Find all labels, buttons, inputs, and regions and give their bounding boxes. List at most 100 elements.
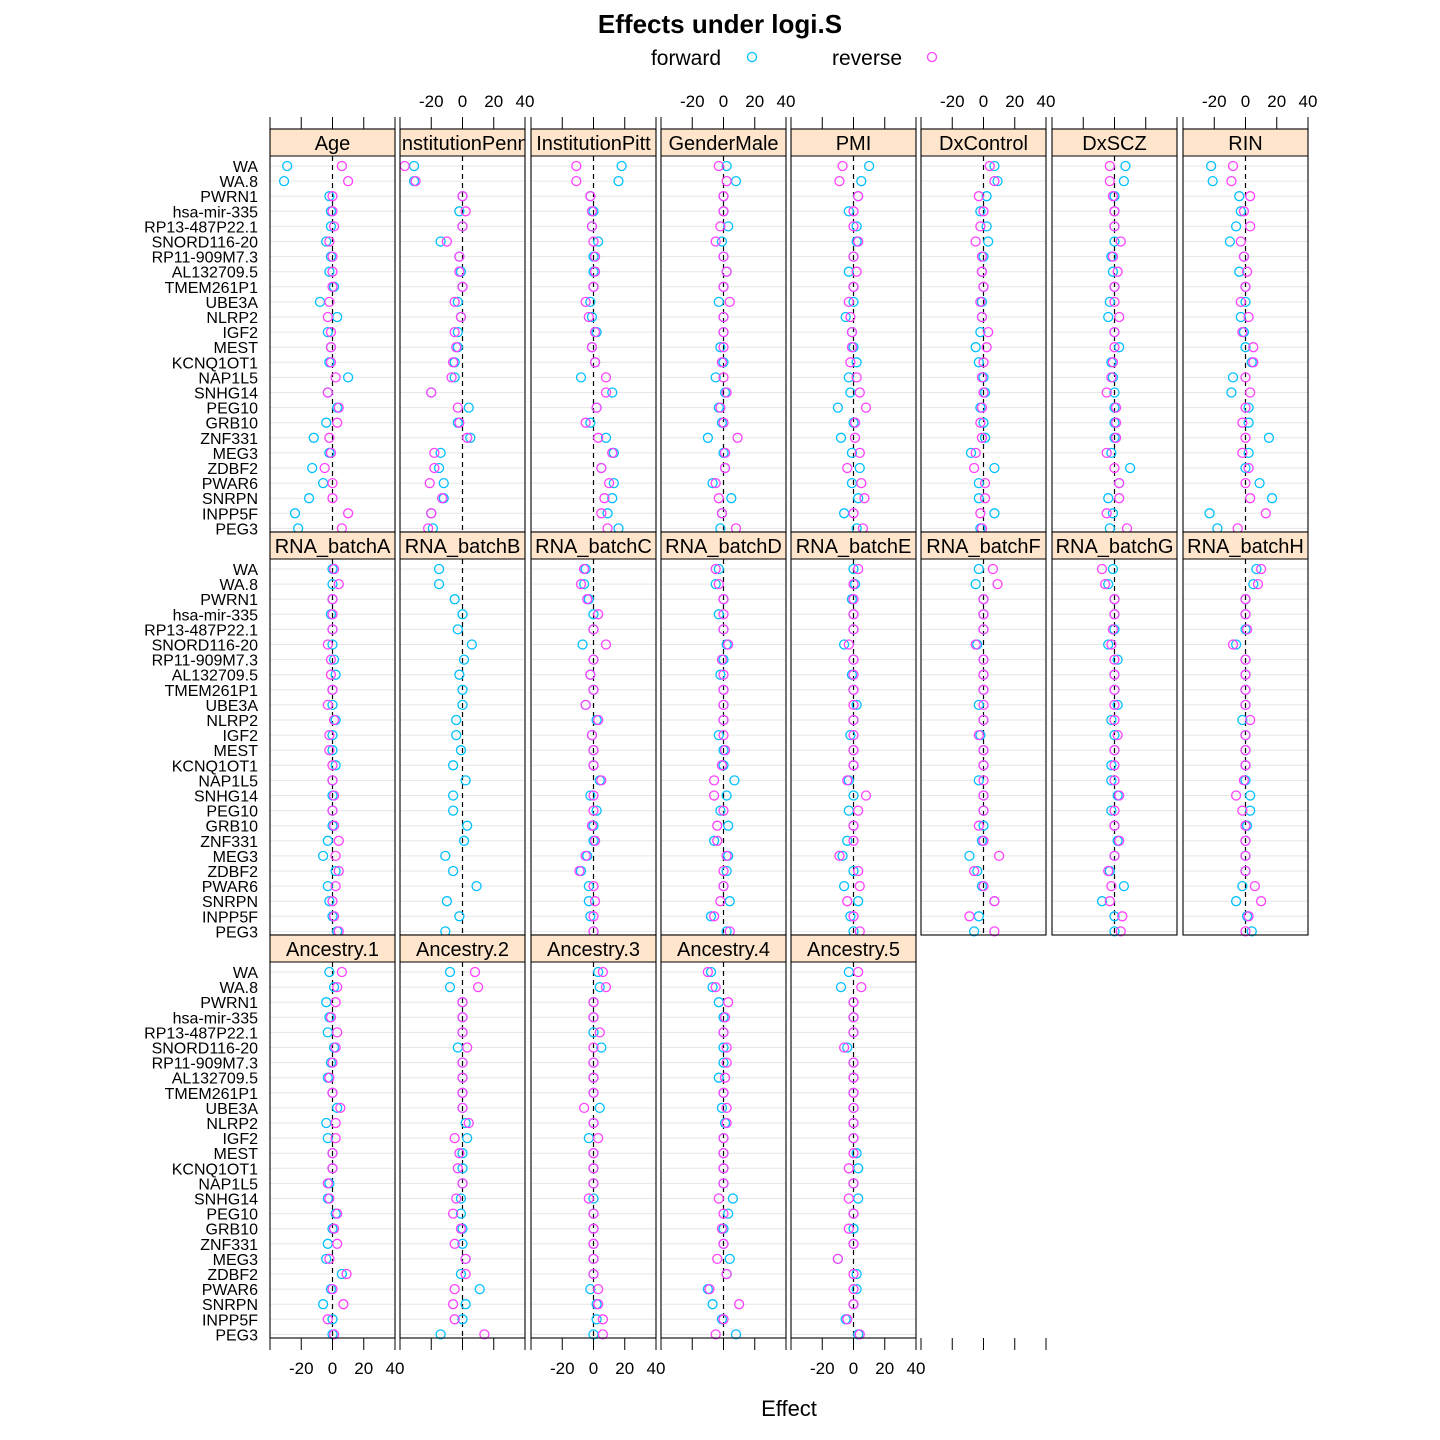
point-forward — [848, 563, 859, 575]
panel-strip-label: RNA_batchG — [1056, 536, 1174, 558]
point-reverse — [1240, 609, 1251, 620]
point-reverse — [848, 221, 859, 232]
panel-strip-label: Ancestry.1 — [286, 939, 379, 961]
point-reverse — [1240, 926, 1251, 937]
point-reverse — [589, 326, 601, 338]
point-reverse — [716, 508, 728, 519]
point-forward — [608, 477, 619, 489]
point-reverse — [451, 342, 462, 353]
point-forward — [449, 594, 460, 605]
gene-label: INPP5F — [202, 506, 258, 523]
gene-label: AL132709.5 — [172, 1071, 258, 1088]
point-reverse — [1255, 896, 1267, 907]
point-reverse — [713, 578, 724, 590]
point-forward — [585, 911, 596, 922]
point-forward — [846, 447, 858, 459]
point-forward — [322, 880, 333, 892]
panel-strip — [791, 532, 916, 559]
point-reverse — [970, 447, 981, 459]
point-reverse — [593, 1132, 604, 1144]
point-forward — [981, 191, 992, 202]
point-reverse — [842, 462, 853, 474]
point-reverse — [721, 175, 732, 187]
point-reverse — [469, 966, 481, 978]
point-reverse — [989, 896, 1000, 907]
point-reverse — [848, 1208, 859, 1219]
point-reverse — [1109, 820, 1120, 831]
panel-ancestry-3: Ancestry.3 — [530, 934, 657, 1340]
point-reverse — [1243, 462, 1254, 474]
point-reverse — [978, 387, 989, 398]
point-reverse — [992, 578, 1003, 590]
panels: Age InstitutionPenn InstitutionPitt GenderM… — [269, 128, 1309, 1340]
point-reverse — [978, 357, 989, 368]
gene-label: KCNQ1OT1 — [172, 355, 258, 372]
gene-label: RP13-487P22.1 — [144, 219, 258, 236]
point-reverse — [1114, 493, 1125, 504]
point-reverse — [1237, 417, 1248, 428]
point-forward — [602, 508, 613, 519]
point-reverse — [860, 402, 872, 413]
point-reverse — [457, 191, 468, 202]
point-reverse — [327, 624, 338, 635]
point-reverse — [978, 654, 989, 665]
point-reverse — [597, 966, 609, 978]
point-reverse — [600, 639, 612, 650]
gene-label: WA — [233, 965, 259, 982]
gene-label: ZDBF2 — [207, 864, 258, 881]
point-reverse — [447, 1208, 459, 1219]
gene-label: hsa-mir-335 — [173, 204, 258, 221]
point-reverse — [848, 508, 859, 519]
point-reverse — [987, 563, 999, 575]
point-reverse — [854, 880, 865, 892]
point-reverse — [721, 850, 732, 862]
axes: -20 0 20 40 -20 0 20 40 -20 0 20 40 -20 0 20 40 -20 0 20 40… — [269, 92, 1317, 1378]
point-reverse — [454, 266, 465, 277]
point-reverse — [479, 1329, 490, 1340]
gene-label: TMEM261P1 — [165, 683, 258, 700]
panel-rna-batchb: RNA_batchB — [399, 531, 526, 937]
point-forward — [1109, 387, 1120, 398]
panel-strip-label: RNA_batchC — [535, 536, 652, 558]
point-forward — [723, 221, 734, 232]
point-forward — [848, 790, 859, 801]
point-reverse — [593, 432, 604, 443]
point-forward — [970, 578, 981, 590]
point-reverse — [848, 714, 859, 726]
point-forward — [1266, 493, 1278, 504]
panel-strip-label: Ancestry.5 — [807, 939, 900, 961]
gene-label: PEG10 — [206, 1207, 258, 1224]
point-reverse — [718, 1178, 729, 1189]
gene-label: MEST — [214, 743, 259, 760]
legend: forward reverse — [651, 47, 938, 70]
point-forward — [1235, 311, 1246, 323]
point-reverse — [989, 926, 1000, 937]
point-forward — [965, 447, 977, 459]
point-reverse — [457, 1178, 468, 1189]
point-reverse — [588, 1268, 599, 1280]
point-forward — [322, 326, 333, 338]
tick-label: -20 — [680, 92, 705, 111]
point-reverse — [1249, 880, 1261, 892]
panel-pmi: PMI — [790, 128, 917, 534]
point-reverse — [848, 669, 859, 680]
point-forward — [1245, 790, 1256, 801]
point-forward — [1240, 296, 1251, 308]
point-forward — [460, 1117, 471, 1129]
point-reverse — [607, 447, 618, 459]
point-reverse — [342, 175, 354, 187]
point-forward — [968, 926, 980, 937]
point-reverse — [719, 1072, 731, 1083]
point-reverse — [322, 699, 333, 711]
point-forward — [1240, 462, 1251, 474]
point-reverse — [463, 1117, 474, 1129]
point-forward — [330, 669, 341, 680]
point-forward — [843, 206, 854, 217]
point-reverse — [325, 357, 337, 368]
point-forward — [835, 981, 847, 993]
point-reverse — [993, 850, 1005, 862]
point-reverse — [586, 342, 598, 353]
gene-label: WA.8 — [219, 174, 258, 191]
point-reverse — [332, 1027, 343, 1038]
